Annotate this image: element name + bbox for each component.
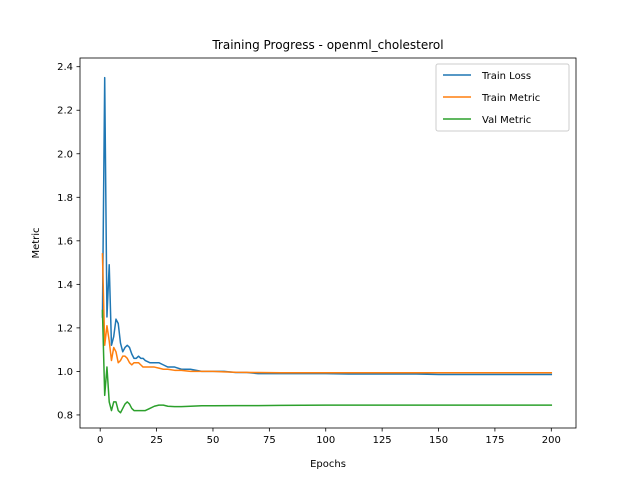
y-axis-label: Metric — [31, 227, 42, 258]
x-tick-label: 50 — [207, 435, 220, 446]
legend-label-train-loss: Train Loss — [481, 71, 531, 82]
x-tick-label: 200 — [542, 435, 561, 446]
y-tick-label: 2.4 — [57, 62, 73, 73]
x-tick-label: 150 — [429, 435, 448, 446]
x-tick-label: 0 — [97, 435, 103, 446]
x-tick-label: 100 — [316, 435, 335, 446]
x-tick-label: 175 — [485, 435, 504, 446]
legend-label-train-metric: Train Metric — [481, 93, 540, 104]
plot-frame — [79, 57, 577, 429]
y-tick-label: 2.2 — [57, 106, 73, 117]
series-line-val-metric — [101, 309, 553, 414]
y-tick-label: 1.6 — [57, 236, 73, 247]
series-line-train-metric — [101, 253, 553, 374]
x-tick-label: 75 — [263, 435, 276, 446]
legend-label-val-metric: Val Metric — [482, 115, 531, 126]
y-tick-label: 1.8 — [57, 193, 73, 204]
y-tick-label: 1.2 — [57, 323, 73, 334]
y-tick-label: 1.0 — [57, 367, 73, 378]
legend-box — [435, 63, 570, 132]
chart-title: Training Progress - openml_cholesterol — [211, 38, 443, 52]
x-axis-label: Epochs — [310, 459, 346, 470]
series-line-train-loss — [101, 76, 553, 376]
x-tick-label: 25 — [150, 435, 163, 446]
x-tick-label: 125 — [373, 435, 392, 446]
y-tick-label: 0.8 — [57, 410, 73, 421]
y-tick-label: 1.4 — [57, 280, 73, 291]
legend: Train Loss Train Metric Val Metric — [435, 63, 570, 132]
y-tick-label: 2.0 — [57, 149, 73, 160]
